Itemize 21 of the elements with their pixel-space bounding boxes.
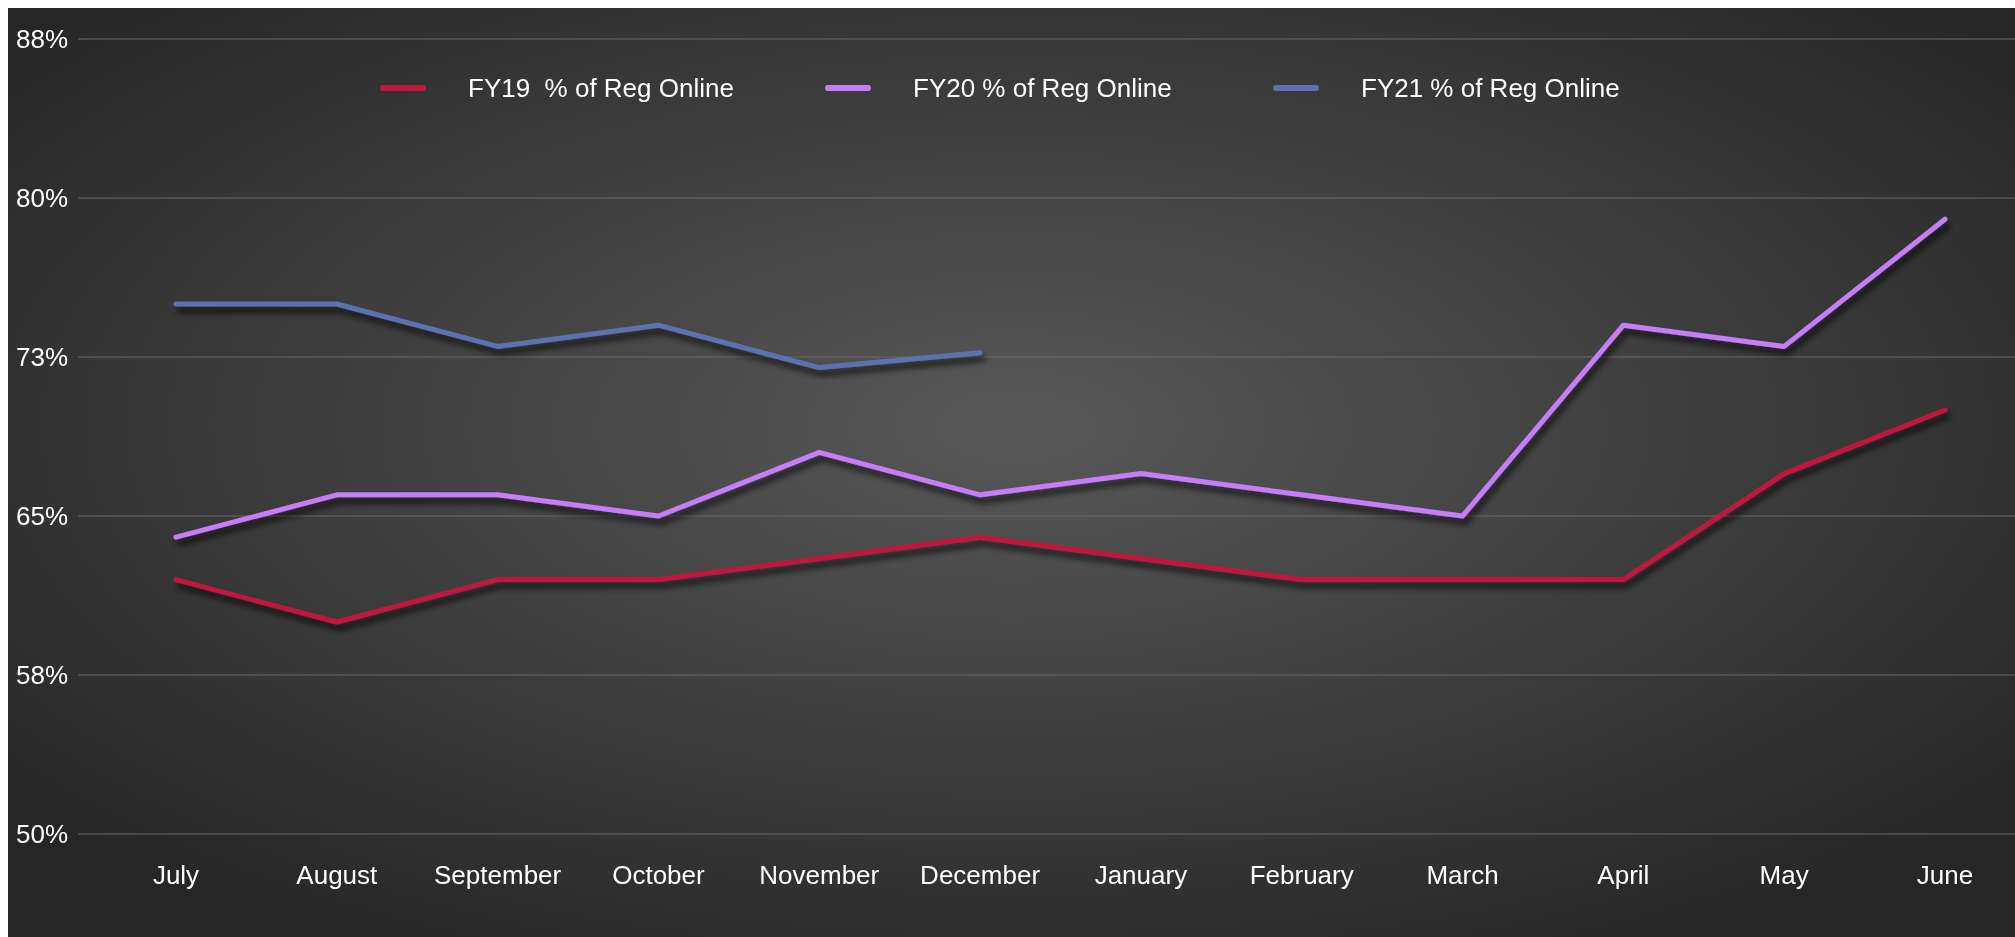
x-tick-label: October: [612, 860, 706, 890]
x-tick-label: June: [1916, 860, 1974, 890]
legend-label: FY20 % of Reg Online: [913, 73, 1172, 104]
x-tick-label: March: [1426, 860, 1499, 890]
y-tick-label: 73%: [16, 342, 69, 373]
x-tick-label: May: [1759, 860, 1809, 890]
y-tick-label: 88%: [16, 24, 69, 55]
x-tick-label: July: [152, 860, 200, 890]
y-tick-label: 50%: [16, 819, 69, 850]
y-tick-label: 65%: [16, 501, 69, 532]
legend-label: FY21 % of Reg Online: [1361, 73, 1620, 104]
y-tick-label: 80%: [16, 183, 69, 214]
x-tick-label: August: [296, 860, 379, 890]
y-tick-label: 58%: [16, 660, 69, 691]
x-tick-label: February: [1249, 860, 1354, 890]
x-tick-label: April: [1597, 860, 1650, 890]
x-tick-label: November: [759, 860, 880, 890]
x-tick-label: January: [1094, 860, 1188, 890]
x-tick-label: December: [920, 860, 1041, 890]
legend-label: FY19 % of Reg Online: [468, 73, 734, 104]
x-tick-label: September: [434, 860, 562, 890]
